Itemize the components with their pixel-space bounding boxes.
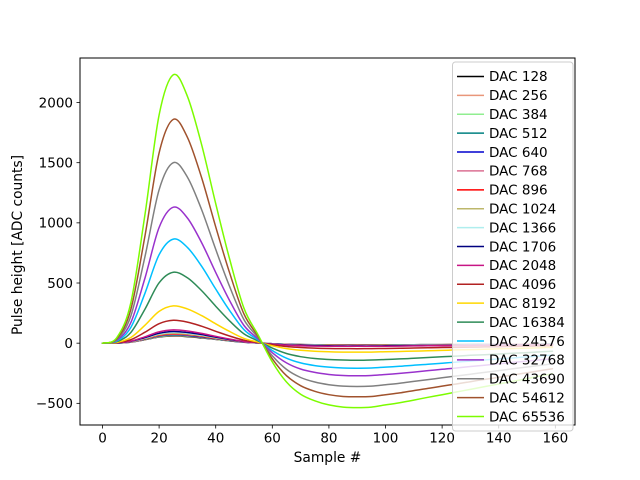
y-tick-label: 1000	[39, 216, 73, 232]
legend-entry: DAC 65536	[457, 409, 565, 425]
y-tick-label: 0	[64, 336, 73, 352]
y-tick-label: 1500	[39, 155, 73, 171]
y-tick-label: 2000	[39, 95, 73, 111]
x-tick-label: 0	[98, 431, 107, 447]
legend-label: DAC 24576	[489, 334, 565, 350]
legend-entry: DAC 32768	[457, 353, 565, 369]
x-tick-label: 120	[429, 431, 455, 447]
legend-entry: DAC 16384	[457, 315, 565, 331]
legend-entry: DAC 1706	[457, 239, 556, 255]
legend-label: DAC 16384	[489, 315, 565, 331]
y-tick-label: 500	[47, 276, 73, 292]
y-tick-label: −500	[36, 396, 73, 412]
y-axis-title: Pulse height [ADC counts]	[10, 155, 26, 335]
legend-label: DAC 43690	[489, 372, 565, 388]
axis-ticks: 0 20 40 60 80 100 120 140 160 −500 0 500 1000 1500 200…	[36, 95, 568, 446]
legend-entry: DAC 43690	[457, 372, 565, 388]
legend-label: DAC 1024	[489, 202, 556, 218]
legend-label: DAC 1706	[489, 239, 556, 255]
legend-entry: DAC 512	[457, 126, 548, 142]
legend-entry: DAC 1366	[457, 220, 556, 236]
legend-entry: DAC 24576	[457, 334, 565, 350]
legend-frame	[452, 61, 574, 432]
legend-entry: DAC 768	[457, 164, 548, 180]
legend-label: DAC 1366	[489, 220, 556, 236]
legend-entry: DAC 1024	[457, 202, 556, 218]
x-tick-label: 60	[264, 431, 281, 447]
legend-label: DAC 768	[489, 164, 548, 180]
legend-label: DAC 2048	[489, 258, 556, 274]
legend-label: DAC 256	[489, 88, 548, 104]
x-tick-label: 80	[320, 431, 337, 447]
legend-label: DAC 640	[489, 145, 548, 161]
legend-label: DAC 4096	[489, 277, 556, 293]
legend-label: DAC 32768	[489, 353, 565, 369]
plot-frame	[79, 57, 576, 426]
x-axis-title: Sample #	[294, 450, 362, 466]
legend-entry: DAC 2048	[457, 258, 556, 274]
legend-entry: DAC 54612	[457, 390, 565, 406]
x-tick-label: 20	[151, 431, 168, 447]
legend-entry: DAC 384	[457, 107, 548, 123]
legend-label: DAC 128	[489, 69, 548, 85]
legend-label: DAC 384	[489, 107, 548, 123]
legend-label: DAC 54612	[489, 390, 565, 406]
x-tick-label: 100	[373, 431, 399, 447]
legend-entry: DAC 4096	[457, 277, 556, 293]
legend-entry: DAC 896	[457, 183, 548, 199]
legend-label: DAC 896	[489, 183, 548, 199]
legend-entry: DAC 640	[457, 145, 548, 161]
x-tick-label: 160	[542, 431, 568, 447]
legend-entry: DAC 256	[457, 88, 548, 104]
legend-label: DAC 8192	[489, 296, 556, 312]
legend-box: DAC 128 DAC 256 DAC 384 DAC 512 DAC 640 DAC 7…	[452, 61, 574, 432]
legend-entry: DAC 8192	[457, 296, 556, 312]
x-tick-label: 40	[207, 431, 224, 447]
x-tick-label: 140	[486, 431, 512, 447]
legend-label: DAC 65536	[489, 409, 565, 425]
legend-label: DAC 512	[489, 126, 548, 142]
legend-entry: DAC 128	[457, 69, 548, 85]
